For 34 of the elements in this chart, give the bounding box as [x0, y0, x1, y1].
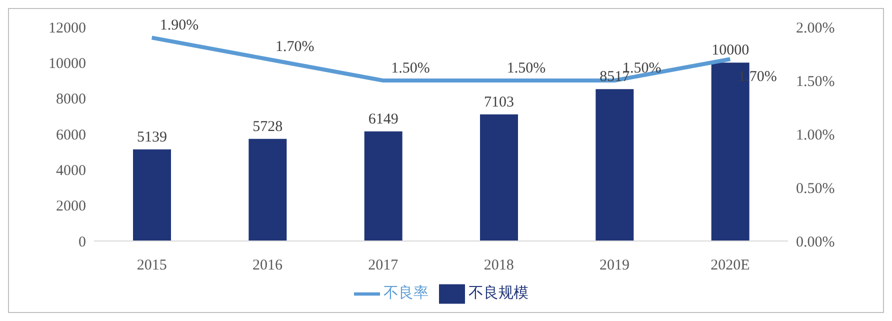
data-label: 6149: [368, 111, 398, 128]
y2-tick-label: 0.00%: [796, 234, 835, 250]
y-tick-label: 12000: [48, 20, 86, 36]
data-label: 1.50%: [506, 60, 546, 76]
bar: [596, 89, 634, 241]
x-tick-label: 2015: [136, 258, 167, 274]
y-tick-label: 6000: [56, 127, 86, 144]
x-tick-label: 2019: [600, 258, 630, 274]
y2-tick-label: 1.00%: [796, 127, 835, 144]
bar: [364, 131, 402, 241]
x-tick-label: 2020E: [710, 258, 750, 274]
y-tick-label: 0: [78, 234, 86, 250]
data-label: 7103: [484, 94, 514, 110]
y-tick-label: 8000: [56, 92, 86, 108]
y-tick-label: 4000: [56, 162, 86, 179]
data-label: 1.50%: [391, 60, 430, 76]
bar: [480, 114, 518, 241]
x-tick-label: 2016: [252, 258, 283, 274]
data-label: 5139: [137, 129, 167, 146]
y2-tick-label: 0.50%: [796, 180, 835, 197]
data-label: 1.70%: [276, 39, 314, 56]
data-label: 5728: [252, 118, 283, 135]
bar: [133, 149, 171, 241]
y2-tick-label: 2.00%: [796, 20, 835, 36]
legend-label: 不良率: [384, 285, 428, 302]
data-label: 1.90%: [160, 18, 199, 34]
y-tick-label: 10000: [48, 56, 86, 72]
bar: [248, 138, 287, 241]
data-label: 10000: [712, 42, 750, 59]
legend-label: 不良规模: [468, 285, 528, 302]
x-tick-label: 2018: [484, 258, 514, 274]
y-tick-label: 2000: [56, 198, 86, 215]
y2-tick-label: 1.50%: [796, 74, 835, 90]
x-tick-label: 2017: [368, 258, 399, 274]
